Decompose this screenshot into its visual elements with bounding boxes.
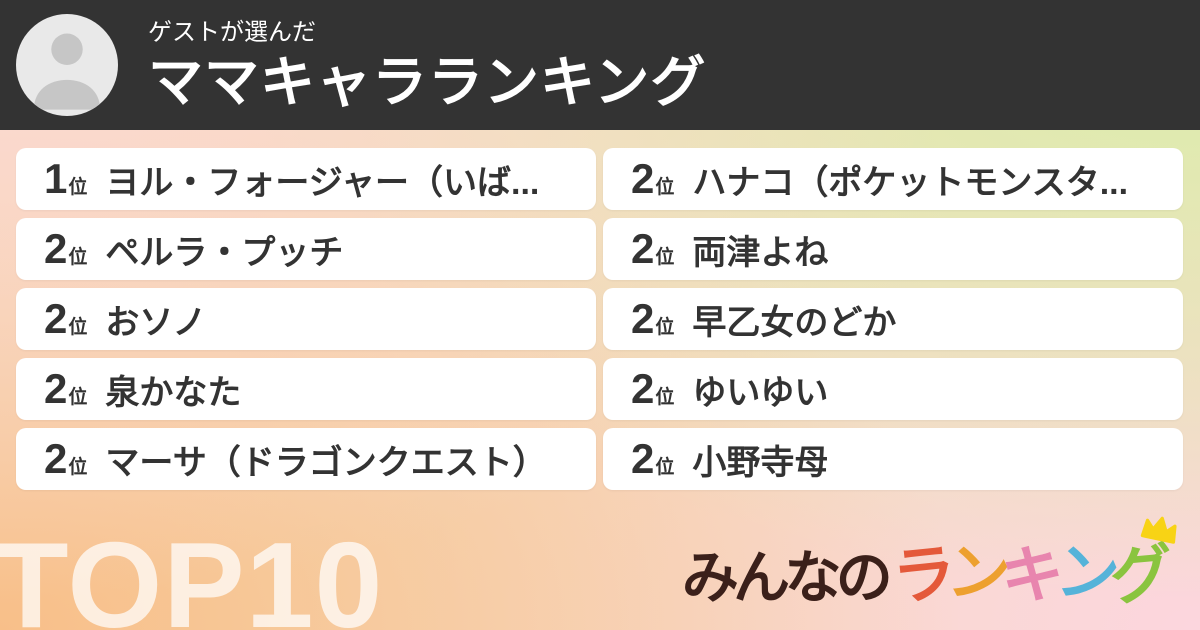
ranking-item[interactable]: 2 位泉かなた	[16, 358, 596, 420]
crown-icon	[1140, 516, 1177, 544]
character-name: おソノ	[105, 303, 207, 342]
logo-char: ラ	[889, 538, 951, 614]
ranking-item[interactable]: 2 位ゆいゆい	[603, 358, 1183, 420]
ranking-grid: 1 位ヨル・フォージャー（いば... 2 位ペルラ・プッチ 2 位おソノ 2 位泉かなた 2 位マ…	[0, 148, 1200, 490]
ranking-subtitle: ゲストが選んだ	[148, 18, 316, 46]
ranking-item[interactable]: 2 位おソノ	[16, 288, 596, 350]
top10-label: TOP10	[0, 517, 384, 630]
ranking-item[interactable]: 2 位両津よね	[603, 218, 1183, 280]
character-name: 早乙女のどか	[692, 303, 897, 342]
logo-char: ン	[1052, 536, 1114, 612]
ranking-item[interactable]: 2 位マーサ（ドラゴンクエスト）	[16, 428, 596, 490]
ranking-item[interactable]: 1 位ヨル・フォージャー（いば...	[16, 148, 596, 210]
ranking-title: ママキャラランキング	[148, 50, 707, 113]
ranking-item[interactable]: 2 位小野寺母	[603, 428, 1183, 490]
character-name: ヨル・フォージャー（いば...	[105, 163, 540, 202]
ranking-item[interactable]: 2 位早乙女のどか	[603, 288, 1183, 350]
avatar	[16, 14, 118, 116]
character-name: マーサ（ドラゴンクエスト）	[105, 443, 547, 482]
character-name: 小野寺母	[692, 443, 829, 482]
character-name: 両津よね	[692, 233, 829, 272]
ranking-item[interactable]: 2 位ペルラ・プッチ	[16, 218, 596, 280]
header-bar: ゲストが選んだ ママキャラランキング	[0, 0, 1200, 130]
ranking-item[interactable]: 2 位ハナコ（ポケットモンスタ...	[603, 148, 1183, 210]
header-text-block: ゲストが選んだ ママキャラランキング	[148, 19, 706, 112]
logo-char: ン	[944, 536, 1005, 612]
logo-char: キ	[999, 539, 1058, 613]
minna-no-ranking-logo[interactable]: みんなの ランキング	[681, 516, 1177, 614]
character-name: ゆいゆい	[692, 373, 829, 412]
logo-text-minnano: みんなの	[681, 546, 893, 610]
character-name: 泉かなた	[105, 373, 242, 412]
logo-colored-text: ランキング	[889, 516, 1177, 614]
ranking-column: 2 位ハナコ（ポケットモンスタ... 2 位両津よね 2 位早乙女のどか 2 位ゆいゆい 2 位小…	[603, 148, 1183, 490]
ranking-column: 1 位ヨル・フォージャー（いば... 2 位ペルラ・プッチ 2 位おソノ 2 位泉かなた 2 位マ…	[16, 148, 596, 490]
character-name: ハナコ（ポケットモンスタ...	[692, 163, 1129, 202]
character-name: ペルラ・プッチ	[105, 233, 344, 272]
logo-char: グ	[1106, 538, 1167, 614]
